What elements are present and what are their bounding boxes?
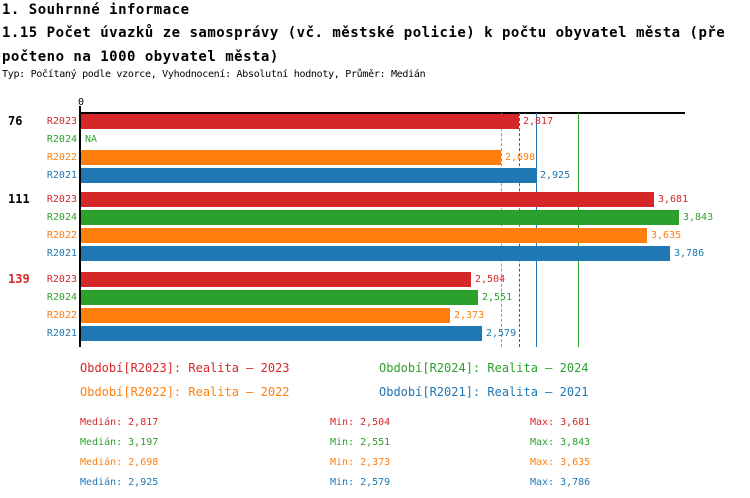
bar-row: R2023 3,681 bbox=[0, 192, 688, 207]
legend-item-r2023: Období[R2023]: Realita – 2023 bbox=[80, 361, 290, 375]
series-tick-label: R2022 bbox=[46, 230, 77, 241]
bar bbox=[81, 114, 519, 129]
chart-meta: Typ: Počítaný podle vzorce, Vyhodnocení:… bbox=[2, 69, 426, 80]
series-tick-label: R2021 bbox=[46, 328, 77, 339]
series-tick-label: R2022 bbox=[46, 310, 77, 321]
bar-value-label: 2,579 bbox=[486, 328, 517, 339]
bar bbox=[81, 308, 450, 323]
series-tick-label: R2024 bbox=[46, 134, 77, 145]
bar bbox=[81, 150, 501, 165]
y-axis-line bbox=[79, 106, 81, 347]
bar-value-label: 3,843 bbox=[683, 212, 714, 223]
series-tick-label: R2023 bbox=[46, 116, 77, 127]
bar bbox=[81, 228, 647, 243]
bar-value-label: 2,817 bbox=[523, 116, 554, 127]
bar bbox=[81, 246, 670, 261]
bar-row: R2023 2,504 bbox=[0, 272, 505, 287]
x-axis-line bbox=[80, 112, 685, 114]
chart-subtitle-line2: počteno na 1000 obyvatel města) bbox=[2, 49, 279, 65]
stats-row-r2023: Medián: 2,817 Min: 2,504 Max: 3,681 bbox=[80, 417, 720, 437]
x-axis-tick-zero: 0 bbox=[77, 97, 85, 108]
legend-item-r2022: Období[R2022]: Realita – 2022 bbox=[80, 385, 290, 399]
max-value: Max: 3,681 bbox=[530, 417, 591, 428]
bar-value-label: 2,504 bbox=[475, 274, 506, 285]
bar bbox=[81, 290, 478, 305]
bar-value-label: 2,698 bbox=[505, 152, 536, 163]
bar bbox=[81, 272, 471, 287]
bar-row: R2022 3,635 bbox=[0, 228, 681, 243]
series-tick-label: R2021 bbox=[46, 170, 77, 181]
min-value: Min: 2,504 bbox=[330, 417, 391, 428]
median-value: Medián: 3,197 bbox=[80, 437, 159, 448]
series-tick-label: R2024 bbox=[46, 212, 77, 223]
stats-row-r2024: Medián: 3,197 Min: 2,551 Max: 3,843 bbox=[80, 437, 720, 457]
bar-row: R2022 2,373 bbox=[0, 308, 484, 323]
min-value: Min: 2,373 bbox=[330, 457, 391, 468]
stats-row-r2021: Medián: 2,925 Min: 2,579 Max: 3,786 bbox=[80, 477, 720, 497]
series-tick-label: R2023 bbox=[46, 194, 77, 205]
median-value: Medián: 2,817 bbox=[80, 417, 159, 428]
bar-row: R2023 2,817 bbox=[0, 114, 553, 129]
bar bbox=[81, 210, 679, 225]
stats-row-r2022: Medián: 2,698 Min: 2,373 Max: 3,635 bbox=[80, 457, 720, 477]
bar bbox=[81, 168, 536, 183]
bar-value-label: 3,635 bbox=[651, 230, 682, 241]
median-value: Medián: 2,925 bbox=[80, 477, 159, 488]
median-value: Medián: 2,698 bbox=[80, 457, 159, 468]
group-label-76: 76 bbox=[8, 114, 23, 128]
bar-value-label: 3,786 bbox=[674, 248, 705, 259]
max-value: Max: 3,635 bbox=[530, 457, 591, 468]
series-tick-label: R2023 bbox=[46, 274, 77, 285]
bar-row: R2021 3,786 bbox=[0, 246, 704, 261]
legend-item-r2024: Období[R2024]: Realita – 2024 bbox=[379, 361, 589, 375]
bar bbox=[81, 192, 654, 207]
bar-value-label: 2,373 bbox=[454, 310, 485, 321]
bar-value-label: 2,925 bbox=[540, 170, 571, 181]
group-label-111: 111 bbox=[8, 192, 30, 206]
bar-value-label: 3,681 bbox=[658, 194, 689, 205]
bar-value-label: NA bbox=[85, 134, 98, 145]
legend-item-r2021: Období[R2021]: Realita – 2021 bbox=[379, 385, 589, 399]
bar bbox=[81, 326, 482, 341]
bar-row: R2024 2,551 bbox=[0, 290, 512, 305]
bar-row: R2022 2,698 bbox=[0, 150, 535, 165]
bar-row: R2021 2,925 bbox=[0, 168, 570, 183]
max-value: Max: 3,786 bbox=[530, 477, 591, 488]
series-tick-label: R2024 bbox=[46, 292, 77, 303]
bar-row: R2024 NA bbox=[0, 132, 97, 147]
chart-legend: Období[R2023]: Realita – 2023 Období[R20… bbox=[80, 361, 589, 399]
min-value: Min: 2,551 bbox=[330, 437, 391, 448]
min-value: Min: 2,579 bbox=[330, 477, 391, 488]
bar-value-label: 2,551 bbox=[482, 292, 513, 303]
group-label-139: 139 bbox=[8, 272, 30, 286]
bar-row: R2021 2,579 bbox=[0, 326, 516, 341]
chart-subtitle-line1: 1.15 Počet úvazků ze samosprávy (vč. měs… bbox=[2, 25, 726, 41]
series-tick-label: R2022 bbox=[46, 152, 77, 163]
page-title: 1. Souhrnné informace bbox=[2, 2, 190, 18]
bar-row: R2024 3,843 bbox=[0, 210, 713, 225]
series-tick-label: R2021 bbox=[46, 248, 77, 259]
max-value: Max: 3,843 bbox=[530, 437, 591, 448]
